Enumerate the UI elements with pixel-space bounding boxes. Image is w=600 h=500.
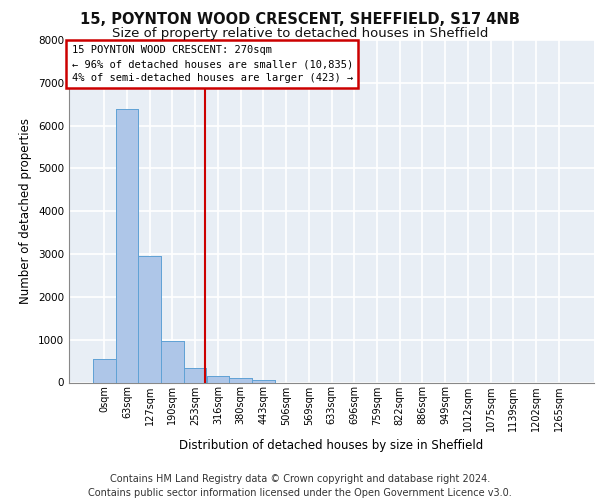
Bar [229,378,252,382]
Bar [139,256,161,382]
Bar [252,380,275,382]
Text: 15 POYNTON WOOD CRESCENT: 270sqm
← 96% of detached houses are smaller (10,835)
4: 15 POYNTON WOOD CRESCENT: 270sqm ← 96% o… [71,45,353,83]
Y-axis label: Number of detached properties: Number of detached properties [19,118,32,304]
Bar [252,380,275,382]
Bar [139,256,161,382]
Bar [206,376,229,382]
Text: 15, POYNTON WOOD CRESCENT, SHEFFIELD, S17 4NB: 15, POYNTON WOOD CRESCENT, SHEFFIELD, S1… [80,12,520,28]
Bar [93,359,116,382]
Bar [184,368,206,382]
Bar [116,108,139,382]
Bar [206,376,229,382]
Bar [229,378,252,382]
Text: Contains HM Land Registry data © Crown copyright and database right 2024.
Contai: Contains HM Land Registry data © Crown c… [88,474,512,498]
Bar [184,368,206,382]
Bar [161,340,184,382]
Bar [161,340,184,382]
Text: Size of property relative to detached houses in Sheffield: Size of property relative to detached ho… [112,28,488,40]
Bar [93,359,116,382]
X-axis label: Distribution of detached houses by size in Sheffield: Distribution of detached houses by size … [179,439,484,452]
Bar [116,108,139,382]
